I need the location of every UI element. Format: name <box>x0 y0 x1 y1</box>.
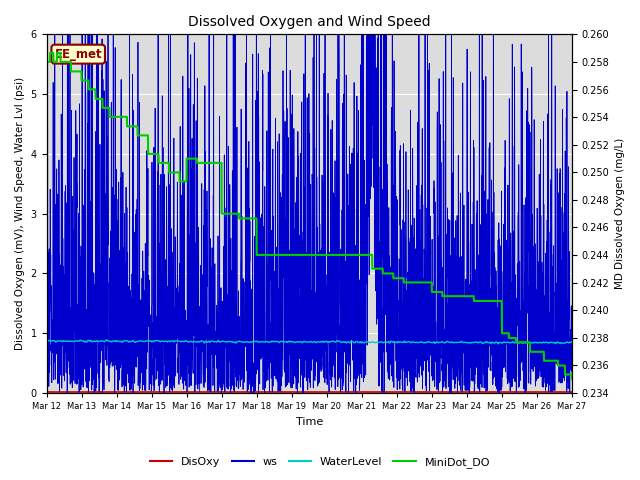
Text: EE_met: EE_met <box>54 48 102 60</box>
Y-axis label: MD Dissolved Oxygen (mg/L): MD Dissolved Oxygen (mg/L) <box>615 138 625 289</box>
Y-axis label: Dissolved Oxygen (mV), Wind Speed, Water Lvl (psi): Dissolved Oxygen (mV), Wind Speed, Water… <box>15 77 25 350</box>
Title: Dissolved Oxygen and Wind Speed: Dissolved Oxygen and Wind Speed <box>188 15 431 29</box>
Legend: DisOxy, ws, WaterLevel, MiniDot_DO: DisOxy, ws, WaterLevel, MiniDot_DO <box>145 452 495 472</box>
X-axis label: Time: Time <box>296 417 323 427</box>
